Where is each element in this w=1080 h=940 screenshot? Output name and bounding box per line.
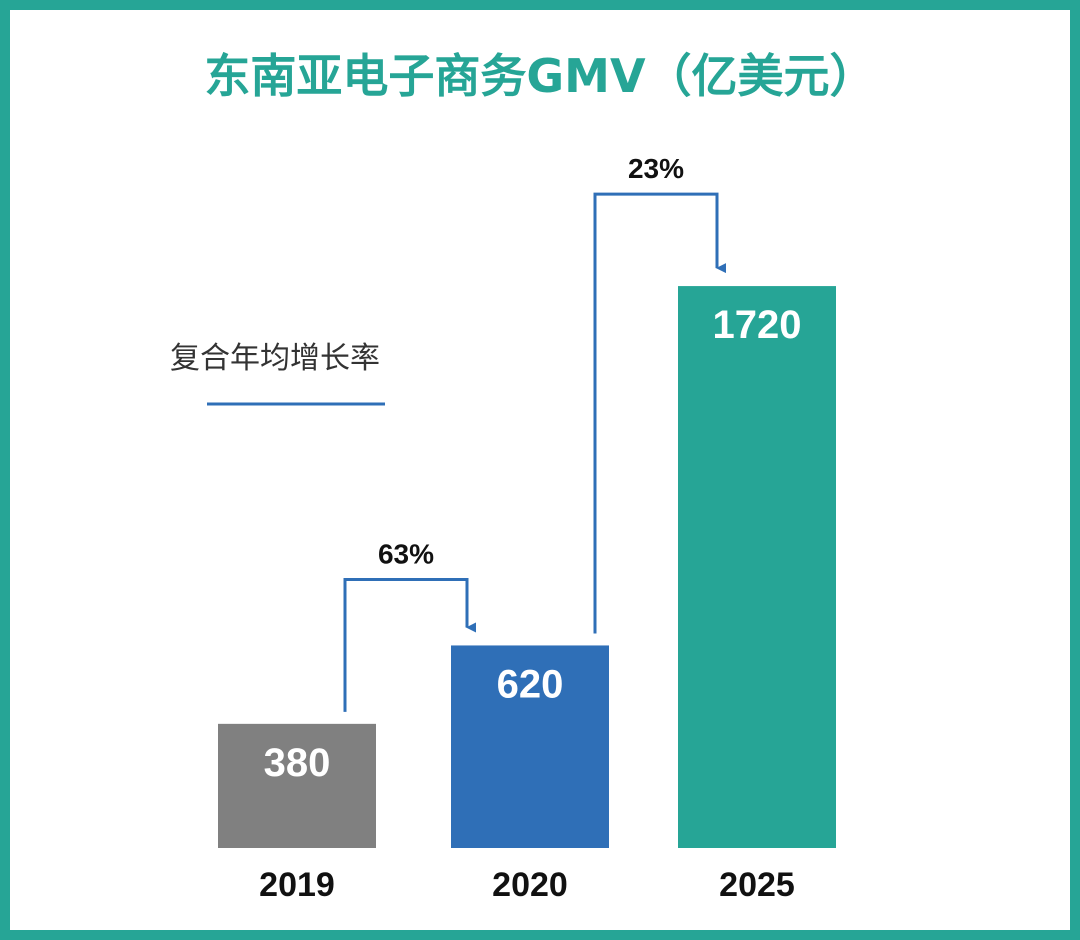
growth-arrow-2019-2020 bbox=[343, 577, 476, 712]
bar-2020 bbox=[451, 645, 609, 848]
growth-arrow-2020-2025 bbox=[593, 192, 726, 634]
legend: 复合年均增长率 bbox=[170, 341, 385, 406]
growth-arrows-group: 63% 23% bbox=[343, 153, 726, 712]
bar-2025 bbox=[678, 286, 836, 848]
bar-2019 bbox=[218, 723, 376, 848]
value-label-2025: 1720 bbox=[713, 303, 802, 347]
bars-group: 380 2019 620 2020 1720 2025 bbox=[218, 286, 836, 904]
growth-rate-label-2019-2020: 63% bbox=[378, 538, 434, 569]
category-label-2025: 2025 bbox=[719, 866, 795, 904]
value-label-2020: 620 bbox=[497, 662, 564, 706]
category-label-2020: 2020 bbox=[492, 866, 568, 904]
growth-rate-label-2020-2025: 23% bbox=[628, 153, 684, 184]
category-label-2019: 2019 bbox=[259, 866, 335, 904]
chart-canvas: 东南亚电子商务GMV（亿美元） 复合年均增长率 380 2019 620 2020 17… bbox=[170, 49, 876, 904]
chart-title: 东南亚电子商务GMV（亿美元） bbox=[204, 49, 875, 103]
value-label-2019: 380 bbox=[264, 741, 331, 785]
legend-label: 复合年均增长率 bbox=[170, 341, 380, 376]
